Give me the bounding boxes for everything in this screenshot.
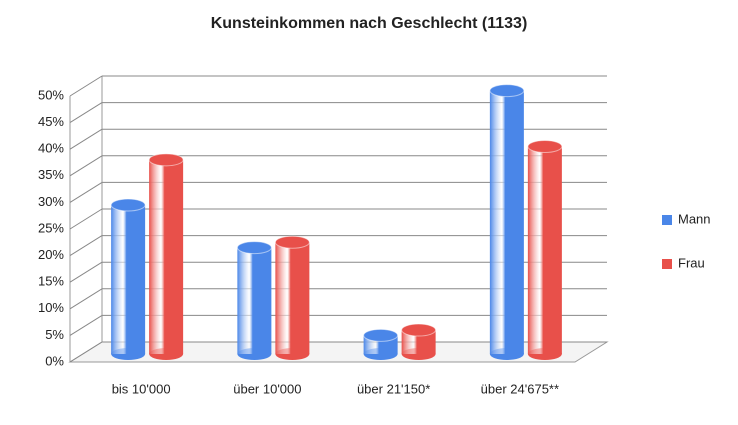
grid-line-side (69, 314, 103, 336)
grid-line-side (69, 102, 103, 124)
bar (527, 146, 562, 354)
bar-top (236, 241, 272, 255)
grid-line-side (69, 235, 103, 257)
bar (489, 90, 524, 354)
y-tick-label: 20% (38, 247, 64, 262)
bar-top (527, 140, 563, 154)
legend-swatch (662, 259, 672, 269)
y-tick-label: 25% (38, 220, 64, 235)
legend-label: Frau (678, 255, 705, 270)
bar-top (148, 153, 184, 167)
y-tick-label: 50% (38, 87, 64, 102)
x-tick-label: bis 10'000 (112, 381, 171, 396)
grid-line-side (69, 341, 103, 363)
y-tick-label: 5% (45, 327, 64, 342)
bar (111, 205, 146, 354)
legend-label: Mann (678, 211, 711, 226)
bar-top (274, 235, 310, 249)
chart-title: Kunsteinkommen nach Geschlecht (1133) (211, 15, 528, 32)
x-tick-label: über 10'000 (233, 381, 301, 396)
grid-line-side (69, 75, 103, 97)
bar-top (489, 84, 525, 98)
bar (149, 159, 184, 354)
bar (237, 247, 272, 354)
y-tick-label: 40% (38, 141, 64, 156)
y-tick-label: 10% (38, 300, 64, 315)
y-tick-label: 15% (38, 274, 64, 289)
grid-line-side (69, 288, 103, 310)
bar (275, 242, 310, 354)
bar-top (363, 328, 399, 342)
bar (401, 330, 436, 354)
bar-top (401, 323, 437, 337)
grid-line-side (69, 181, 103, 203)
grid-line-side (69, 128, 103, 150)
y-tick-label: 30% (38, 194, 64, 209)
x-tick-label: über 21'150* (357, 381, 430, 396)
legend-swatch (662, 215, 672, 225)
y-tick-label: 35% (38, 167, 64, 182)
grid-line-side (69, 155, 103, 177)
y-tick-label: 0% (45, 353, 64, 368)
bar-top (110, 198, 146, 212)
x-tick-label: über 24'675** (481, 381, 559, 396)
y-tick-label: 45% (38, 114, 64, 129)
grid-line-side (69, 261, 103, 283)
grid-line-side (69, 208, 103, 230)
